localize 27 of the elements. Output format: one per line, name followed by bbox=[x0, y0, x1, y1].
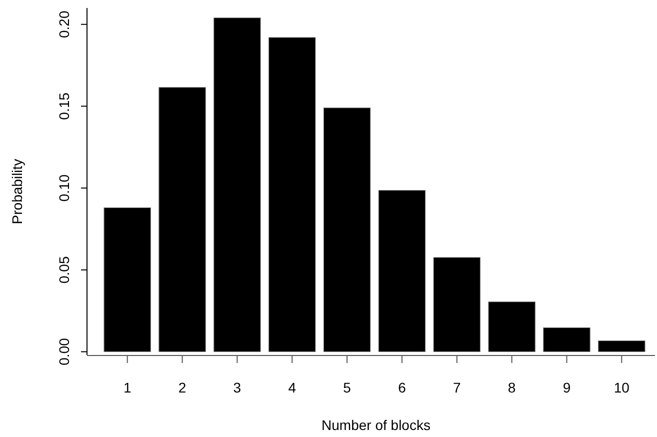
bar bbox=[598, 340, 646, 352]
bar bbox=[323, 108, 371, 352]
y-tick-label: 0.15 bbox=[56, 92, 72, 120]
bar bbox=[214, 18, 261, 352]
bar bbox=[104, 207, 151, 352]
x-tick-label: 3 bbox=[233, 380, 242, 396]
bar bbox=[158, 87, 206, 352]
x-tick-label: 6 bbox=[398, 380, 406, 396]
x-tick-label: 1 bbox=[123, 380, 132, 396]
x-axis-title: Number of blocks bbox=[322, 417, 430, 433]
bar bbox=[543, 327, 590, 352]
x-tick-label: 10 bbox=[614, 380, 630, 396]
y-axis-title: Probability bbox=[9, 158, 25, 224]
bar bbox=[433, 257, 481, 352]
x-tick-label: 2 bbox=[178, 380, 186, 396]
y-tick-label: 0.05 bbox=[56, 256, 72, 284]
y-tick-label: 0.20 bbox=[56, 10, 72, 38]
x-tick-label: 8 bbox=[508, 380, 516, 396]
y-tick-label: 0.10 bbox=[56, 174, 72, 202]
bar bbox=[378, 190, 426, 352]
x-tick-label: 5 bbox=[343, 380, 352, 396]
y-tick-label: 0.00 bbox=[56, 338, 72, 366]
bar bbox=[268, 37, 316, 352]
x-tick-label: 4 bbox=[288, 380, 296, 396]
bar bbox=[488, 302, 536, 352]
x-tick-label: 9 bbox=[562, 380, 571, 396]
x-tick-label: 7 bbox=[452, 380, 461, 396]
